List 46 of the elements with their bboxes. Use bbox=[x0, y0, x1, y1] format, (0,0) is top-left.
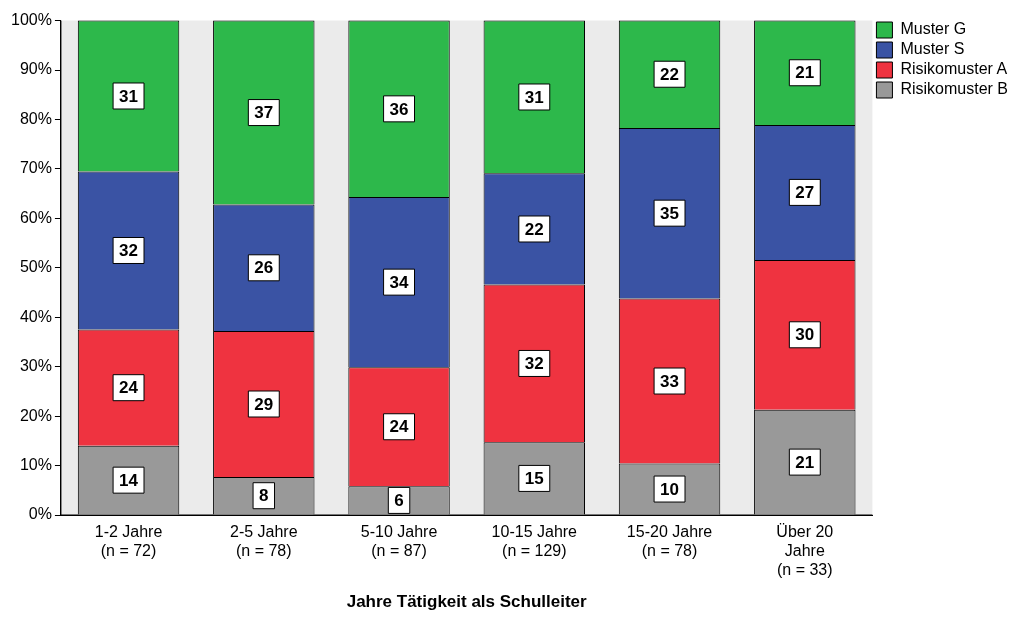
y-tick-label: 70% bbox=[19, 159, 52, 177]
data-label: 32 bbox=[119, 241, 139, 261]
data-label: 26 bbox=[254, 258, 274, 278]
data-label: 21 bbox=[795, 63, 815, 83]
data-label: 10 bbox=[660, 479, 680, 499]
legend-label: Muster G bbox=[900, 20, 967, 38]
y-tick-label: 10% bbox=[19, 455, 52, 473]
legend-label: Muster S bbox=[900, 40, 965, 58]
data-label: 32 bbox=[524, 354, 544, 374]
y-tick-label: 40% bbox=[19, 307, 52, 325]
legend-label: Risikomuster B bbox=[900, 80, 1008, 98]
x-tick-label: 5-10 Jahre (n = 87) bbox=[360, 523, 438, 560]
data-label: 14 bbox=[119, 470, 139, 490]
data-label: 27 bbox=[795, 183, 815, 203]
x-axis-title: Jahre Tätigkeit als Schulleiter bbox=[346, 592, 588, 612]
data-label: 37 bbox=[254, 103, 274, 123]
data-label: 31 bbox=[524, 87, 544, 107]
data-label: 36 bbox=[389, 99, 409, 119]
data-label: 6 bbox=[394, 491, 404, 511]
data-label: 21 bbox=[795, 452, 815, 472]
x-tick-label: 10-15 Jahre (n = 129) bbox=[491, 523, 578, 560]
y-tick-label: 0% bbox=[28, 505, 52, 523]
y-tick-label: 20% bbox=[19, 406, 52, 424]
data-label: 22 bbox=[660, 64, 680, 84]
data-label: 22 bbox=[524, 219, 544, 239]
data-label: 8 bbox=[259, 486, 269, 506]
data-label: 30 bbox=[795, 325, 815, 345]
data-label: 35 bbox=[660, 203, 680, 223]
y-tick-label: 30% bbox=[19, 357, 52, 375]
data-label: 33 bbox=[660, 371, 680, 391]
y-tick-label: 50% bbox=[19, 258, 52, 276]
legend-label: Risikomuster A bbox=[900, 60, 1008, 78]
data-label: 31 bbox=[119, 86, 139, 106]
x-tick-label: 1-2 Jahre (n = 72) bbox=[94, 523, 163, 560]
y-tick-label: 60% bbox=[19, 208, 52, 226]
x-tick-label: 2-5 Jahre (n = 78) bbox=[230, 523, 298, 560]
data-label: 24 bbox=[119, 378, 139, 398]
y-tick-label: 100% bbox=[11, 11, 52, 29]
x-tick-label: Über 20 Jahre (n = 33) bbox=[776, 523, 834, 579]
data-label: 24 bbox=[389, 417, 410, 437]
y-tick-label: 80% bbox=[19, 109, 52, 127]
y-tick-label: 90% bbox=[19, 60, 52, 78]
x-tick-label: 15-20 Jahre (n = 78) bbox=[626, 523, 713, 560]
data-label: 34 bbox=[389, 272, 410, 292]
data-label: 29 bbox=[254, 394, 274, 414]
data-label: 15 bbox=[524, 469, 544, 489]
